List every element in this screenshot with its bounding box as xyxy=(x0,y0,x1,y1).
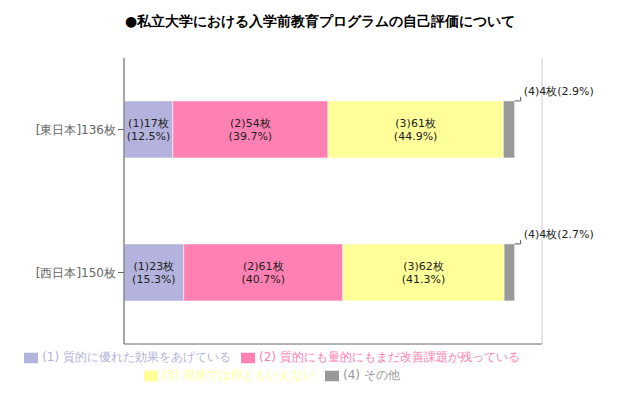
svg-text:[西日本]150枚: [西日本]150枚 xyxy=(36,266,116,280)
svg-text:(4)4枚(2.9%): (4)4枚(2.9%) xyxy=(524,85,594,98)
html-text:(4) その他: (4) その他 xyxy=(343,368,400,382)
html-text:(2) 質的にも量的にもまだ改善課題が残っている: (2) 質的にも量的にもまだ改善課題が残っている xyxy=(259,350,520,364)
svg-text:(1)23枚(15.3%): (1)23枚(15.3%) xyxy=(132,259,176,285)
svg-text:[東日本]136枚: [東日本]136枚 xyxy=(36,123,116,137)
svg-text:(1)17枚(12.5%): (1)17枚(12.5%) xyxy=(127,116,171,142)
html-text:(1) 質的に優れた効果をあげている: (1) 質的に優れた効果をあげている xyxy=(42,350,231,364)
svg-text:(3)62枚(41.3%): (3)62枚(41.3%) xyxy=(402,259,446,285)
svg-text:(2)54枚(39.7%): (2)54枚(39.7%) xyxy=(229,116,273,142)
html-text:●私立大学における入学前教育プログラムの自己評価について: ●私立大学における入学前教育プログラムの自己評価について xyxy=(124,13,516,29)
svg-text:(2)61枚(40.7%): (2)61枚(40.7%) xyxy=(242,259,286,285)
svg-text:(3)61枚(44.9%): (3)61枚(44.9%) xyxy=(394,116,438,142)
html-text:(3) 現状では何ともいえない: (3) 現状では何ともいえない xyxy=(162,368,315,382)
svg-text:(4)4枚(2.7%): (4)4枚(2.7%) xyxy=(524,228,594,241)
